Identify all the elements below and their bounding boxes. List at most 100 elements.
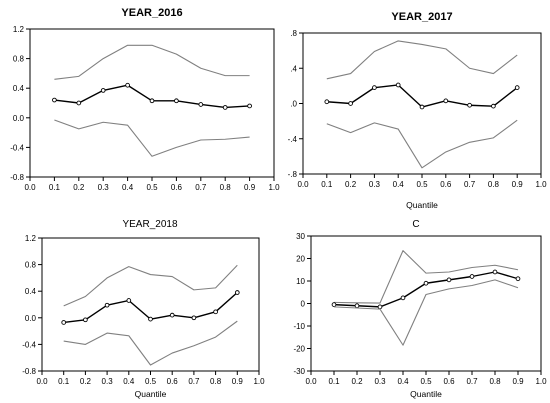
x-tick-label: 0.3	[369, 180, 381, 189]
series-line-estimate	[326, 84, 518, 108]
y-tick-label: 0.4	[25, 287, 37, 296]
data-point	[198, 102, 204, 107]
series-line-upper	[54, 44, 250, 80]
x-tick-label: 0.4	[397, 377, 409, 386]
y-tick-label: -0.4	[22, 340, 36, 349]
data-point	[324, 99, 330, 105]
data-point	[174, 98, 179, 104]
y-tick-label: -30	[293, 367, 305, 376]
x-tick-label: 0.8	[220, 183, 232, 192]
x-tick-label: 0.0	[36, 377, 48, 386]
x-tick-label: 0.9	[232, 377, 244, 386]
y-tick-label: 1.2	[25, 234, 37, 243]
data-point	[515, 276, 521, 282]
x-tick-label: 0.0	[24, 183, 36, 192]
x-tick-label: 0.7	[195, 183, 207, 192]
series-line-upper	[333, 250, 519, 304]
data-point	[372, 85, 377, 90]
y-tick-label: 0.0	[13, 114, 25, 123]
y-tick-label: 10	[296, 277, 305, 286]
y-tick-label: -0.8	[22, 367, 36, 376]
data-point	[514, 85, 520, 90]
y-tick-label: 0.0	[25, 314, 37, 323]
y-tick-label: -10	[293, 322, 305, 331]
chart-panel-3: YEAR_2018 0.0 0.1 0.2 0.3 0.4 0.5 0.6 0.7 0.8 0.9 1…	[22, 219, 265, 399]
y-tick-label: 30	[296, 232, 305, 241]
plot-frame	[310, 235, 542, 372]
x-tick-label: 1.0	[253, 377, 265, 386]
y-tick-label: 1.2	[13, 25, 25, 34]
y-tick-label: -.8	[288, 170, 298, 179]
y-tick-label: 0.4	[13, 84, 25, 93]
x-axis-label: Quantile	[135, 389, 167, 399]
y-tick-label: 0.8	[13, 55, 25, 64]
data-point	[247, 103, 252, 109]
data-point	[423, 280, 429, 286]
y-tick-label: .4	[290, 64, 297, 73]
chart-panel-1: YEAR_2016 0.0 0.1 0.2 0.3 0.4 0.5 0.6 0.7 0.8 0.9 1…	[10, 7, 280, 192]
x-axis-label: Quantile	[406, 200, 438, 210]
data-point	[400, 295, 406, 301]
y-tick-label: 0	[301, 300, 306, 309]
x-tick-label: 0.0	[297, 180, 309, 189]
data-point	[348, 101, 353, 106]
data-point	[83, 317, 88, 323]
x-tick-label: 0.2	[73, 183, 85, 192]
x-tick-label: 0.6	[171, 183, 183, 192]
x-tick-label: 0.1	[328, 377, 340, 386]
y-tick-label: -0.4	[10, 143, 24, 152]
series-line-estimate	[54, 84, 250, 109]
x-tick-label: 0.4	[123, 377, 135, 386]
series-line-lower	[326, 119, 518, 169]
series-line-upper	[326, 40, 518, 80]
data-point	[419, 104, 425, 110]
data-point	[446, 277, 452, 283]
series-line-lower	[54, 119, 250, 157]
x-tick-label: 0.9	[512, 180, 524, 189]
x-tick-label: 0.0	[305, 377, 317, 386]
x-tick-label: 1.0	[535, 377, 547, 386]
chart-title: YEAR_2016	[121, 7, 182, 19]
x-tick-label: 0.7	[188, 377, 200, 386]
x-tick-label: 0.3	[98, 183, 110, 192]
data-point	[61, 320, 67, 325]
y-tick-label: -0.8	[10, 173, 24, 182]
chart-title: C	[412, 219, 419, 230]
x-tick-label: 0.5	[416, 180, 428, 189]
x-tick-label: 0.5	[420, 377, 432, 386]
x-tick-label: 0.5	[146, 183, 158, 192]
data-point	[467, 102, 472, 108]
plot-frame	[41, 237, 260, 372]
x-tick-label: 0.7	[464, 180, 476, 189]
x-tick-label: 0.3	[102, 377, 114, 386]
chart-title: YEAR_2017	[391, 11, 452, 23]
chart-title: YEAR_2018	[122, 219, 177, 230]
x-tick-label: 0.1	[49, 183, 61, 192]
x-tick-label: 1.0	[535, 180, 547, 189]
chart-panel-2: YEAR_2017 0.0 0.1 0.2 0.3 0.4 0.5 0.6 0.7 0.8 0.9 1…	[288, 11, 547, 210]
y-tick-label: .0	[290, 100, 297, 109]
y-tick-label: -.4	[288, 135, 298, 144]
data-point	[377, 304, 383, 310]
x-tick-label: 0.6	[167, 377, 179, 386]
x-tick-label: 0.2	[80, 377, 92, 386]
data-point	[125, 82, 130, 88]
series-line-estimate	[333, 271, 519, 308]
series-line-lower	[333, 279, 519, 346]
x-tick-label: 0.9	[512, 377, 524, 386]
data-point	[126, 298, 132, 303]
y-tick-label: .8	[290, 29, 297, 38]
data-point	[104, 302, 110, 308]
x-axis-label: Quantile	[410, 389, 442, 399]
data-point	[169, 312, 175, 318]
data-point	[213, 309, 218, 315]
x-tick-label: 0.4	[393, 180, 405, 189]
x-tick-label: 0.8	[210, 377, 222, 386]
chart-panel-4: C 0.0 0.1 0.2 0.3 0.4 0.5 0.6 0.7 0.8 0.9 1.0 30 20 10…	[293, 219, 547, 399]
data-point	[443, 98, 449, 104]
y-tick-label: 20	[296, 255, 305, 264]
x-tick-label: 0.7	[466, 377, 478, 386]
data-point	[469, 274, 475, 279]
x-tick-label: 1.0	[268, 183, 280, 192]
